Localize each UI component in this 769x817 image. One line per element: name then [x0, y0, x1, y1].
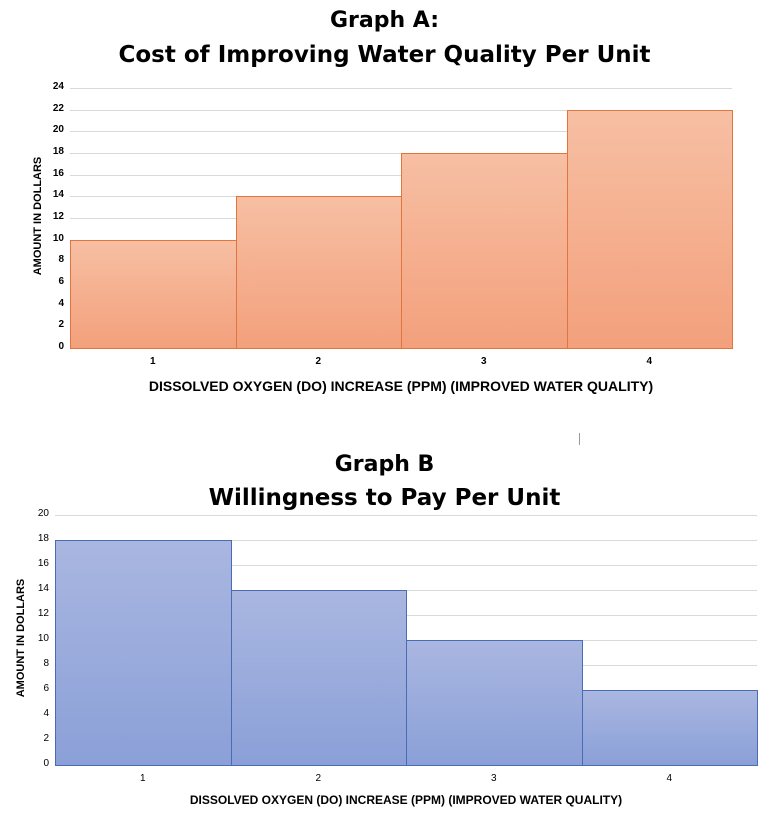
graph-a-title: Graph A:	[329, 8, 440, 33]
graph-b-y-axis-label: AMOUNT IN DOLLARS	[15, 578, 27, 698]
graph-a-x-axis-label: DISSOLVED OXYGEN (DO) INCREASE (PPM) (IM…	[148, 378, 654, 394]
x-tick-label: 1	[139, 773, 146, 784]
gridline	[70, 88, 732, 89]
y-tick-label: 20	[37, 508, 49, 519]
bar-2	[230, 590, 407, 766]
x-tick-label: 3	[480, 356, 487, 367]
text-cursor	[579, 433, 580, 445]
y-tick-label: 20	[52, 124, 64, 135]
x-tick-label: 1	[149, 356, 156, 367]
y-tick-label: 10	[37, 633, 49, 644]
y-tick-label: 4	[58, 298, 64, 309]
y-tick-label: 6	[58, 276, 64, 287]
x-tick-label: 3	[490, 773, 497, 784]
bar-3	[401, 153, 568, 349]
bar-2	[235, 196, 402, 349]
y-tick-label: 18	[37, 533, 49, 544]
x-tick-label: 2	[315, 356, 322, 367]
y-tick-label: 12	[37, 608, 49, 619]
x-tick-label: 2	[315, 773, 322, 784]
gridline	[55, 515, 757, 516]
y-tick-label: 4	[43, 708, 49, 719]
bar-4	[581, 690, 758, 766]
y-tick-label: 8	[58, 254, 64, 265]
bar-4	[566, 109, 733, 349]
gridline	[55, 540, 757, 541]
y-tick-label: 14	[37, 583, 49, 594]
y-tick-label: 6	[43, 683, 49, 694]
graph-b-x-axis-label: DISSOLVED OXYGEN (DO) INCREASE (PPM) (IM…	[189, 793, 623, 807]
bar-3	[406, 640, 583, 766]
y-tick-label: 18	[52, 146, 64, 157]
y-tick-label: 10	[52, 233, 64, 244]
y-tick-label: 16	[52, 168, 64, 179]
x-tick-label: 4	[646, 356, 653, 367]
y-tick-label: 8	[43, 658, 49, 669]
graph-b-subtitle: Willingness to Pay Per Unit	[208, 485, 561, 511]
bar-1	[55, 540, 232, 766]
gridline	[55, 565, 757, 566]
bar-1	[70, 239, 237, 349]
x-tick-label: 4	[666, 773, 673, 784]
gridline	[70, 110, 732, 111]
y-tick-label: 2	[58, 319, 64, 330]
graph-a-subtitle: Cost of Improving Water Quality Per Unit	[118, 42, 651, 68]
y-tick-label: 0	[58, 341, 64, 352]
graph-a-y-axis-label: AMOUNT IN DOLLARS	[32, 156, 44, 276]
y-tick-label: 0	[43, 758, 49, 769]
graph-b-title: Graph B	[334, 452, 435, 477]
y-tick-label: 2	[43, 733, 49, 744]
y-tick-label: 14	[52, 189, 64, 200]
y-tick-label: 12	[52, 211, 64, 222]
y-tick-label: 16	[37, 558, 49, 569]
y-tick-label: 22	[52, 103, 64, 114]
gridline	[70, 131, 732, 132]
y-tick-label: 24	[52, 81, 64, 92]
